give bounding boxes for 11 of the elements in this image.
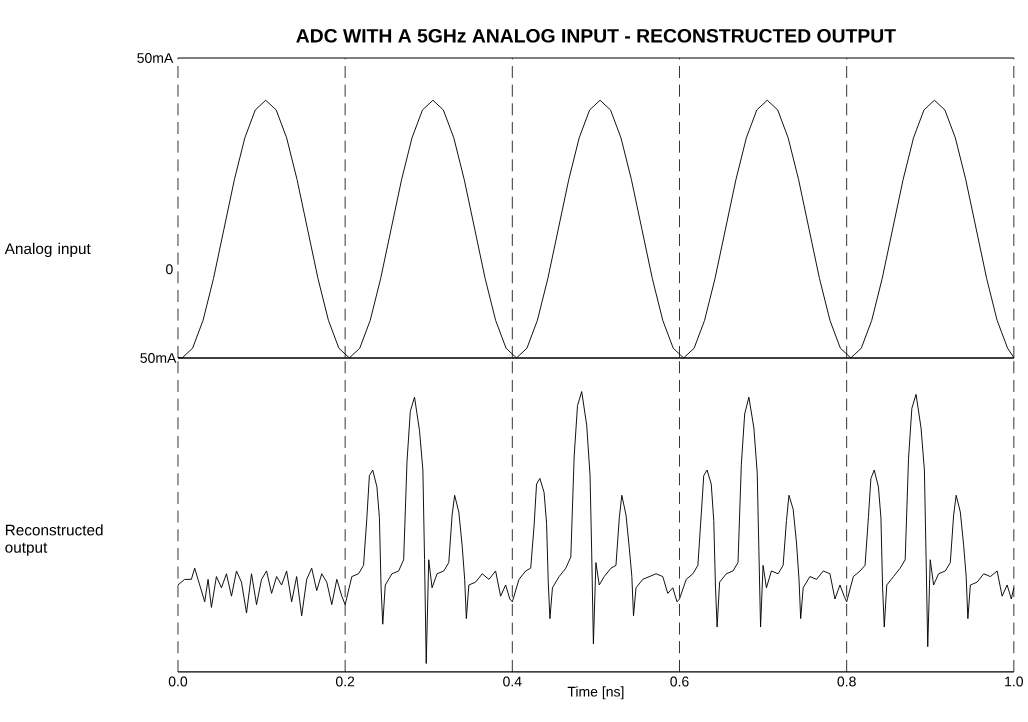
x-axis-title: Time [ns]	[567, 686, 624, 700]
x-tick-label: 0.2	[335, 676, 355, 687]
x-tick-label: 1.0	[1005, 676, 1024, 687]
x-tick-label: 0.6	[670, 676, 689, 687]
y-tick-label: 0	[166, 264, 173, 275]
chart-title: ADC WITH A 5GHz ANALOG INPUT - RECONSTRUCTED OUTPUT	[296, 28, 896, 43]
x-tick-label: 0.0	[168, 676, 188, 687]
y-axis-title: Reconstructed output	[5, 524, 103, 556]
y-axis-title: Analog input	[4, 242, 91, 258]
x-tick-label: 0.8	[837, 676, 856, 687]
x-tick-label: 0.4	[503, 676, 522, 687]
